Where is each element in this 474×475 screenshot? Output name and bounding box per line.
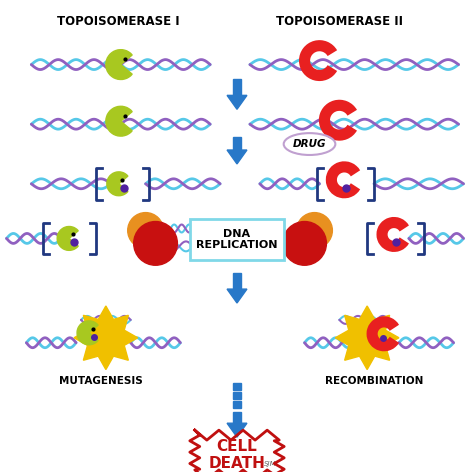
Polygon shape [233, 79, 241, 95]
Text: TOPOISOMERASE II: TOPOISOMERASE II [276, 15, 403, 28]
Text: TOPOISOMERASE I: TOPOISOMERASE I [57, 15, 180, 28]
Polygon shape [233, 401, 241, 408]
Text: SJM: SJM [264, 461, 276, 467]
Polygon shape [227, 95, 247, 109]
Text: MUTAGENESIS: MUTAGENESIS [59, 376, 143, 386]
Wedge shape [106, 50, 132, 79]
Polygon shape [227, 289, 247, 303]
Text: RECOMBINATION: RECOMBINATION [325, 376, 423, 386]
Polygon shape [74, 306, 137, 370]
Wedge shape [106, 106, 132, 136]
Polygon shape [233, 137, 241, 150]
Wedge shape [107, 172, 128, 196]
Circle shape [283, 221, 327, 265]
Polygon shape [233, 273, 241, 289]
Text: DRUG: DRUG [293, 139, 326, 149]
Polygon shape [335, 306, 399, 370]
Text: DNA
REPLICATION: DNA REPLICATION [196, 228, 278, 250]
FancyBboxPatch shape [190, 218, 284, 260]
Circle shape [297, 213, 332, 248]
Circle shape [134, 221, 177, 265]
Text: CELL
DEATH: CELL DEATH [209, 439, 265, 471]
Polygon shape [227, 150, 247, 164]
Polygon shape [233, 412, 241, 423]
Polygon shape [233, 383, 241, 390]
Polygon shape [233, 392, 241, 399]
Circle shape [128, 213, 164, 248]
Wedge shape [77, 321, 98, 345]
Wedge shape [57, 227, 78, 250]
Polygon shape [227, 423, 247, 437]
